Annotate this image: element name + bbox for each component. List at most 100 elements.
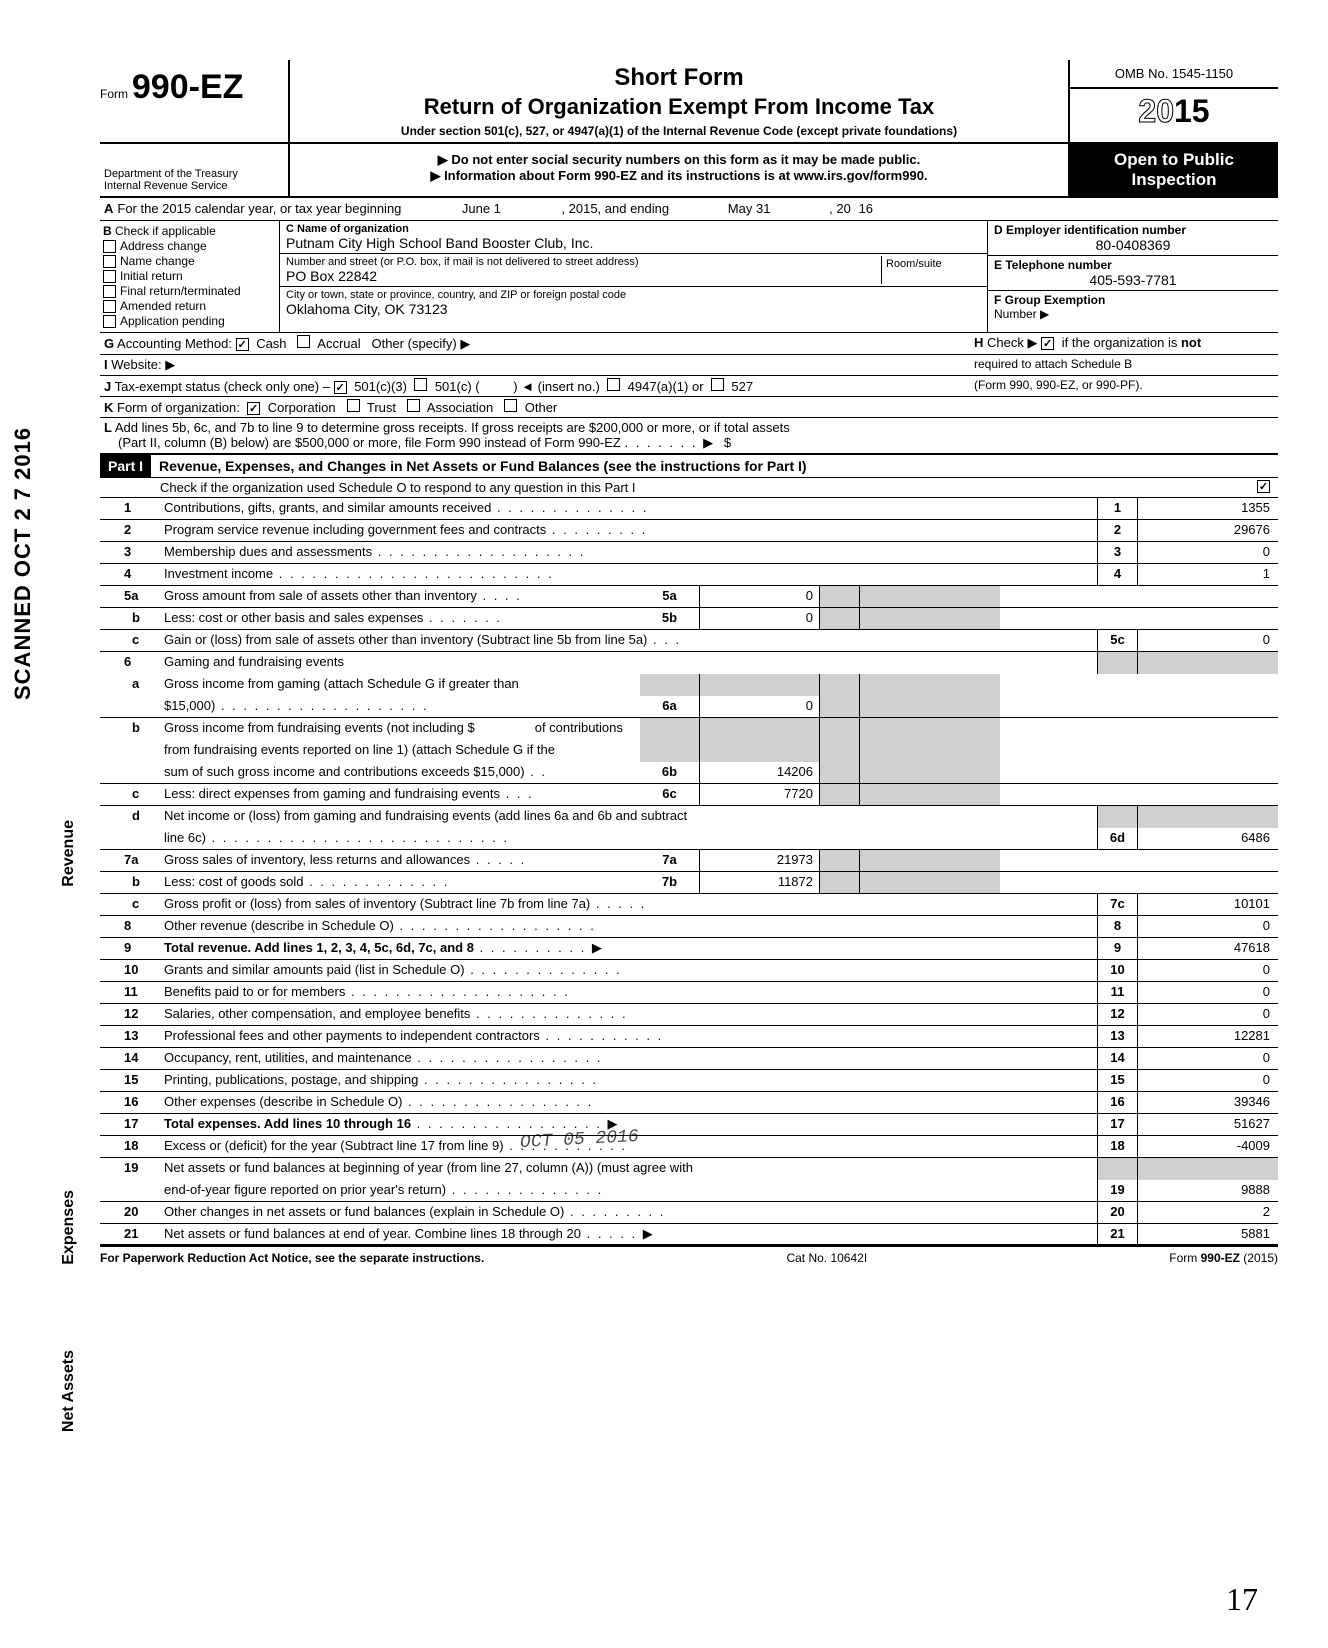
part1-label: Part I (100, 455, 151, 477)
line-7c-value: 10101 (1138, 894, 1278, 915)
page-number: 17 (1226, 1581, 1258, 1618)
checkbox-accrual[interactable] (297, 335, 310, 348)
scanned-stamp: SCANNED OCT 2 7 2016 (10, 427, 36, 700)
line-5c-desc: Gain or (loss) from sale of assets other… (160, 630, 1098, 651)
form-number: 990-EZ (132, 68, 244, 106)
line-8-value: 0 (1138, 916, 1278, 937)
row-i: I Website: ▶ required to attach Schedule… (100, 355, 1278, 376)
phone-value: 405-593-7781 (994, 272, 1272, 288)
line-6b-value: 14206 (700, 762, 820, 783)
line-5a-desc: Gross amount from sale of assets other t… (160, 586, 640, 607)
checkbox-amended-return[interactable] (103, 300, 116, 313)
form-footer: Form 990-EZ (2015) (1169, 1251, 1278, 1265)
line-11-desc: Benefits paid to or for members . . . . … (160, 982, 1098, 1003)
line-6c-desc: Less: direct expenses from gaming and fu… (160, 784, 640, 805)
checkbox-527[interactable] (711, 378, 724, 391)
line-3-desc: Membership dues and assessments . . . . … (160, 542, 1098, 563)
line-7a-desc: Gross sales of inventory, less returns a… (160, 850, 640, 871)
line-7a-value: 21973 (700, 850, 820, 871)
line-6a-desc: Gross income from gaming (attach Schedul… (160, 674, 640, 696)
org-name-label: C Name of organization (286, 223, 981, 235)
line-15-desc: Printing, publications, postage, and shi… (160, 1070, 1098, 1091)
line-5b-value: 0 (700, 608, 820, 629)
row-j: J Tax-exempt status (check only one) – 5… (100, 376, 1278, 397)
line-6d-value: 6486 (1138, 828, 1278, 849)
checkbox-association[interactable] (407, 399, 420, 412)
tax-year-begin: June 1 (401, 201, 561, 217)
row-a-tax-year: A For the 2015 calendar year, or tax yea… (100, 198, 1278, 221)
line-7b-value: 11872 (700, 872, 820, 893)
netassets-label: Net Assets (60, 1350, 78, 1432)
group-exemption-label: F Group Exemption (994, 293, 1272, 307)
line-20-desc: Other changes in net assets or fund bala… (160, 1202, 1098, 1223)
checkbox-trust[interactable] (347, 399, 360, 412)
line-20-value: 2 (1138, 1202, 1278, 1223)
checkbox-initial-return[interactable] (103, 270, 116, 283)
line-12-value: 0 (1138, 1004, 1278, 1025)
line-19-desc: Net assets or fund balances at beginning… (160, 1158, 1098, 1180)
line-1-desc: Contributions, gifts, grants, and simila… (160, 498, 1098, 519)
tax-year-end: May 31 (669, 201, 829, 217)
line-10-desc: Grants and similar amounts paid (list in… (160, 960, 1098, 981)
checkbox-application-pending[interactable] (103, 315, 116, 328)
short-form-title: Short Form (300, 64, 1058, 92)
checkbox-schedule-o-part1[interactable] (1257, 480, 1270, 493)
expenses-label: Expenses (60, 1190, 78, 1265)
line-7b-desc: Less: cost of goods sold . . . . . . . .… (160, 872, 640, 893)
form-number-box: Form 990-EZ (100, 60, 290, 142)
open-to-public: Open to Public Inspection (1068, 144, 1278, 196)
line-18-value: -4009 (1138, 1136, 1278, 1157)
line-12-desc: Salaries, other compensation, and employ… (160, 1004, 1098, 1025)
street-address: PO Box 22842 (286, 268, 881, 284)
line-6d-desc: Net income or (loss) from gaming and fun… (160, 806, 1098, 828)
line-7c-desc: Gross profit or (loss) from sales of inv… (160, 894, 1098, 915)
row-g: G Accounting Method: Cash Accrual Other … (100, 333, 1278, 355)
form-word: Form (100, 87, 128, 101)
part1-subtitle: Check if the organization used Schedule … (100, 478, 1278, 498)
checkbox-name-change[interactable] (103, 255, 116, 268)
line-6a-value: 0 (700, 696, 820, 717)
section-def: D Employer identification number 80-0408… (988, 221, 1278, 332)
ein-value: 80-0408369 (994, 237, 1272, 253)
org-name: Putnam City High School Band Booster Clu… (286, 235, 981, 251)
line-4-value: 1 (1138, 564, 1278, 585)
line-4-desc: Investment income . . . . . . . . . . . … (160, 564, 1098, 585)
checkbox-other-org[interactable] (504, 399, 517, 412)
line-14-value: 0 (1138, 1048, 1278, 1069)
phone-label: E Telephone number (994, 258, 1272, 272)
checkbox-501c[interactable] (414, 378, 427, 391)
row-k: K Form of organization: Corporation Trus… (100, 397, 1278, 418)
subtitle: Under section 501(c), 527, or 4947(a)(1)… (300, 124, 1058, 138)
part1-title: Revenue, Expenses, and Changes in Net As… (151, 458, 807, 474)
line-5b-desc: Less: cost or other basis and sales expe… (160, 608, 640, 629)
return-title: Return of Organization Exempt From Incom… (300, 94, 1058, 120)
line-16-value: 39346 (1138, 1092, 1278, 1113)
city-state-zip: Oklahoma City, OK 73123 (286, 301, 981, 317)
line-8-desc: Other revenue (describe in Schedule O) .… (160, 916, 1098, 937)
line-2-desc: Program service revenue including govern… (160, 520, 1098, 541)
dept-treasury: Department of the Treasury (104, 168, 284, 180)
header-row: Form 990-EZ Short Form Return of Organiz… (100, 60, 1278, 144)
group-exemption-number: Number ▶ (994, 307, 1272, 321)
tax-year-end-yr: 16 (851, 201, 881, 217)
line-5c-value: 0 (1138, 630, 1278, 651)
checkbox-cash[interactable] (236, 338, 249, 351)
checkbox-corporation[interactable] (247, 402, 260, 415)
revenue-label: Revenue (60, 820, 78, 887)
ein-label: D Employer identification number (994, 223, 1272, 237)
checkbox-4947a1[interactable] (607, 378, 620, 391)
tax-year: 2015 (1070, 89, 1278, 134)
line-6c-value: 7720 (700, 784, 820, 805)
section-c: C Name of organization Putnam City High … (280, 221, 988, 332)
line-13-desc: Professional fees and other payments to … (160, 1026, 1098, 1047)
dept-irs: Internal Revenue Service (104, 180, 284, 192)
room-suite-label: Room/suite (881, 256, 981, 284)
line-9-value: 47618 (1138, 938, 1278, 959)
street-label: Number and street (or P.O. box, if mail … (286, 256, 881, 268)
checkbox-address-change[interactable] (103, 240, 116, 253)
checkbox-501c3[interactable] (334, 381, 347, 394)
part1-header-row: Part I Revenue, Expenses, and Changes in… (100, 455, 1278, 478)
checkbox-final-return[interactable] (103, 285, 116, 298)
checkbox-schedule-b[interactable] (1041, 337, 1054, 350)
line-6b-desc: Gross income from fundraising events (no… (160, 718, 640, 740)
